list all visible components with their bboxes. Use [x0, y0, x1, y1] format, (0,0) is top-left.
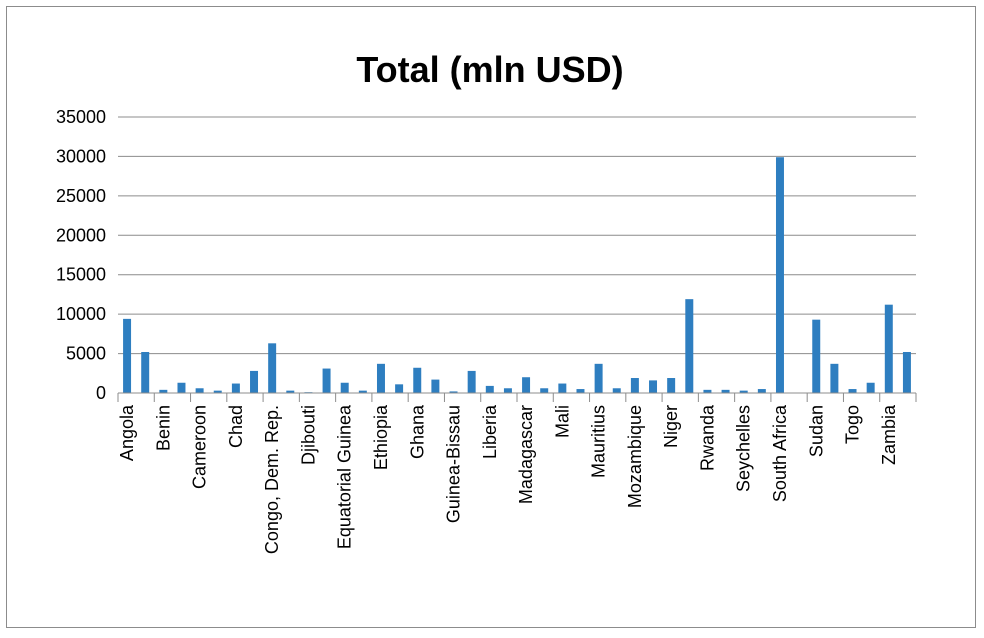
bar [848, 389, 857, 393]
bar [141, 351, 150, 393]
y-axis-tick-labels: 0 5000 10000 15000 20000 25000 30000 35000 [56, 107, 106, 403]
bar [884, 304, 893, 393]
bar [739, 390, 748, 393]
bar [667, 378, 676, 393]
bar [812, 319, 821, 393]
x-tick-label: Niger [661, 405, 681, 448]
x-tick-label: Mozambique [625, 405, 645, 508]
gridlines [118, 116, 916, 355]
bar [703, 389, 712, 393]
bar [775, 157, 784, 393]
bar [413, 367, 422, 393]
bar [340, 382, 349, 393]
x-tick-label: Sudan [806, 405, 826, 457]
bar [177, 382, 186, 393]
bar [503, 388, 512, 393]
y-tick-label: 0 [96, 383, 106, 403]
bar [721, 389, 730, 393]
y-tick-label: 5000 [66, 344, 106, 364]
x-tick-label: Ghana [407, 404, 427, 459]
bar [358, 390, 367, 393]
x-tick-label: Cameroon [190, 405, 210, 489]
bar [123, 318, 132, 393]
x-tick-label: Seychelles [734, 405, 754, 492]
bar [195, 388, 204, 393]
chart-title: Total (mln USD) [356, 49, 623, 90]
bar [866, 382, 875, 393]
x-tick-label: Equatorial Guinea [335, 404, 355, 549]
bar [431, 379, 440, 393]
bar [322, 368, 331, 393]
x-tick-label: Chad [226, 405, 246, 448]
bar [159, 389, 168, 393]
x-tick-label: Mali [552, 405, 572, 438]
bar [268, 343, 277, 393]
bars [123, 157, 911, 393]
x-tick-label: Benin [153, 405, 173, 451]
x-tick-label: Rwanda [697, 404, 717, 471]
bar [250, 370, 259, 393]
bar [522, 377, 531, 393]
x-tick-label: South Africa [770, 404, 790, 502]
x-tick-label: Congo, Dem. Rep. [262, 405, 282, 554]
x-tick-label: Ethiopia [371, 404, 391, 470]
bar [376, 363, 385, 393]
bar [485, 385, 494, 393]
y-tick-label: 10000 [56, 304, 106, 324]
bar [612, 388, 621, 393]
bar [576, 389, 585, 393]
bar [395, 384, 404, 393]
bar [558, 383, 567, 393]
y-tick-label: 35000 [56, 107, 106, 127]
bar [757, 389, 766, 393]
bar [830, 363, 839, 393]
bar [286, 390, 295, 393]
x-tick-label: Togo [843, 405, 863, 444]
x-tick-label: Liberia [480, 404, 500, 459]
x-tick-label: Guinea-Bissau [444, 405, 464, 523]
x-axis-tick-labels: Angola Benin Cameroon Chad Congo, Dem. Rep. D… [117, 404, 899, 554]
y-tick-label: 15000 [56, 265, 106, 285]
bar [540, 388, 549, 393]
y-tick-label: 30000 [56, 146, 106, 166]
bar [902, 351, 911, 393]
bar [649, 380, 658, 393]
chart-frame [6, 6, 976, 628]
bar [231, 383, 240, 393]
x-tick-label: Angola [117, 404, 137, 461]
bar [449, 391, 458, 393]
y-tick-label: 20000 [56, 225, 106, 245]
bar [685, 299, 694, 393]
bar [630, 378, 639, 393]
x-tick-label: Madagascar [516, 405, 536, 504]
x-tick-label: Mauritius [589, 405, 609, 478]
bar [213, 390, 222, 393]
x-axis [117, 392, 917, 402]
bar [594, 363, 603, 393]
y-tick-label: 25000 [56, 186, 106, 206]
x-tick-label: Djibouti [298, 405, 318, 465]
bar [467, 370, 476, 393]
x-tick-label: Zambia [879, 404, 899, 465]
